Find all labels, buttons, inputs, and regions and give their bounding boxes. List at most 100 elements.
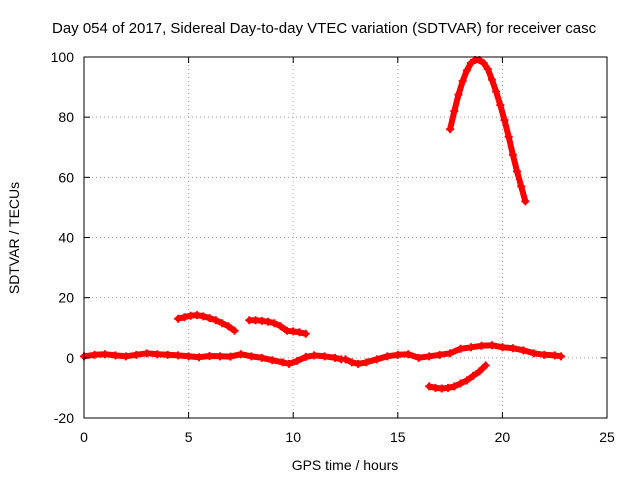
data-point xyxy=(174,351,183,360)
data-point xyxy=(508,344,517,353)
y-tick-label: 100 xyxy=(51,49,75,65)
data-point xyxy=(295,328,304,337)
data-point xyxy=(184,352,193,361)
series xyxy=(80,349,346,368)
data-point xyxy=(211,316,220,325)
data-point xyxy=(450,107,459,116)
series xyxy=(341,341,565,368)
data-point xyxy=(153,350,162,359)
chart-title: Day 054 of 2017, Sidereal Day-to-day VTE… xyxy=(52,20,597,37)
data-point xyxy=(414,353,423,362)
data-point xyxy=(218,319,227,328)
data-point xyxy=(477,341,486,350)
y-tick-label: 80 xyxy=(58,109,74,125)
data-point xyxy=(487,341,496,350)
data-point xyxy=(264,317,273,326)
data-point xyxy=(483,65,492,74)
data-point xyxy=(467,343,476,352)
data-point xyxy=(475,367,484,376)
data-point xyxy=(540,350,549,359)
series xyxy=(245,316,310,338)
data-point xyxy=(278,358,287,367)
data-point xyxy=(504,132,513,141)
data-point xyxy=(224,322,233,331)
data-point xyxy=(425,382,434,391)
data-point xyxy=(372,355,381,364)
data-point xyxy=(230,326,239,335)
y-tick-label: 20 xyxy=(58,290,74,306)
data-point xyxy=(519,346,528,355)
data-point xyxy=(285,359,294,368)
x-axis-label: GPS time / hours xyxy=(292,457,399,473)
data-point xyxy=(347,358,356,367)
data-point xyxy=(450,382,459,391)
y-tick-label: 60 xyxy=(58,169,74,185)
axis-ticks: 0 5 10 15 20 25 -20 0 20 40 60 80 100 xyxy=(51,49,615,445)
data-point xyxy=(500,116,509,125)
data-point xyxy=(301,352,310,361)
x-tick-label: 15 xyxy=(390,429,406,445)
data-point xyxy=(425,352,434,361)
data-point xyxy=(195,353,204,362)
data-point xyxy=(458,77,467,86)
series-trace xyxy=(426,362,489,392)
data-point xyxy=(132,350,141,359)
data-point xyxy=(517,182,526,191)
data-point xyxy=(142,349,151,358)
data-point xyxy=(215,352,224,361)
x-tick-label: 20 xyxy=(495,429,511,445)
data-point xyxy=(556,352,565,361)
y-tick-label: 40 xyxy=(58,230,74,246)
data-point xyxy=(341,355,350,364)
data-point xyxy=(508,150,517,159)
data-point xyxy=(293,356,302,365)
data-point xyxy=(362,358,371,367)
x-tick-label: 5 xyxy=(185,429,193,445)
data-point xyxy=(393,350,402,359)
data-point xyxy=(529,349,538,358)
data-point xyxy=(354,359,363,368)
data-point xyxy=(270,319,279,328)
series xyxy=(446,56,530,206)
data-point xyxy=(180,313,189,322)
data-point xyxy=(247,352,256,361)
data-point xyxy=(479,59,488,68)
data-point xyxy=(467,59,476,68)
data-point xyxy=(446,125,455,134)
data-point xyxy=(121,352,130,361)
data-point xyxy=(276,322,285,331)
y-tick-label: 0 xyxy=(66,350,74,366)
data-point xyxy=(192,311,201,320)
y-axis-label: SDTVAR / TECUs xyxy=(6,182,22,294)
data-point xyxy=(456,379,465,388)
data-point xyxy=(111,351,120,360)
data-point xyxy=(462,376,471,385)
data-point xyxy=(446,349,455,358)
data-point xyxy=(236,350,245,359)
series-trace xyxy=(81,350,345,367)
data-point xyxy=(487,75,496,84)
data-point xyxy=(205,352,214,361)
x-tick-label: 10 xyxy=(285,429,301,445)
data-point xyxy=(454,90,463,99)
data-point xyxy=(404,350,413,359)
data-point xyxy=(301,329,310,338)
data-point xyxy=(320,352,329,361)
data-point xyxy=(383,352,392,361)
data-point xyxy=(456,344,465,353)
data-point xyxy=(331,353,340,362)
data-point xyxy=(498,343,507,352)
data-point xyxy=(90,350,99,359)
x-tick-label: 0 xyxy=(80,429,88,445)
data-point xyxy=(462,66,471,75)
data-point xyxy=(205,314,214,323)
data-point xyxy=(199,312,208,321)
data-point xyxy=(163,350,172,359)
data-point xyxy=(268,356,277,365)
x-tick-label: 25 xyxy=(599,429,615,445)
data-points xyxy=(80,56,565,393)
data-point xyxy=(444,383,453,392)
grid-lines xyxy=(84,57,607,418)
data-point xyxy=(226,352,235,361)
